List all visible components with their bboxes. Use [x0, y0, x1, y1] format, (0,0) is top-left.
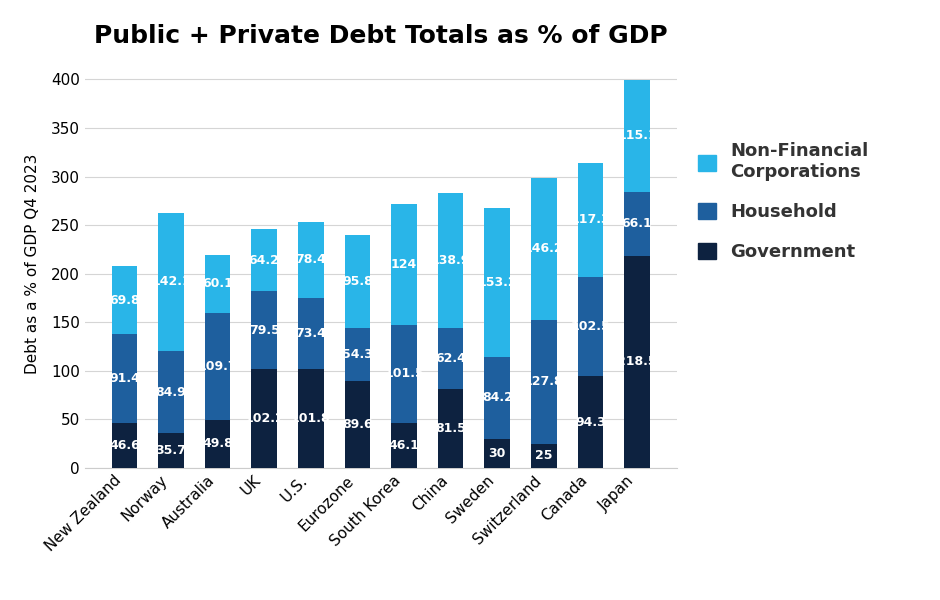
Bar	[251, 369, 277, 468]
Bar	[578, 277, 603, 376]
Text: 30: 30	[489, 447, 506, 460]
Bar	[298, 369, 323, 468]
Text: 146.2: 146.2	[524, 242, 564, 255]
Text: 117.3: 117.3	[571, 214, 610, 226]
Bar	[624, 191, 650, 256]
Bar	[484, 357, 510, 439]
Bar	[298, 298, 323, 369]
Bar	[112, 266, 137, 334]
Bar	[345, 328, 370, 381]
Bar	[624, 80, 650, 191]
Text: 54.3: 54.3	[342, 348, 373, 361]
Text: 84.9: 84.9	[156, 386, 186, 398]
Text: 101.8: 101.8	[291, 412, 331, 425]
Text: 25: 25	[535, 449, 553, 463]
Text: 142.1: 142.1	[151, 275, 191, 289]
Text: 35.7: 35.7	[155, 444, 186, 457]
Bar	[205, 419, 230, 468]
Bar	[531, 178, 556, 320]
Text: 127.8: 127.8	[524, 375, 564, 388]
Text: 91.4: 91.4	[109, 372, 140, 385]
Text: 218.5: 218.5	[618, 355, 657, 368]
Text: 79.5: 79.5	[249, 323, 279, 337]
Text: 102.2: 102.2	[244, 412, 284, 425]
Legend: Non-Financial
Corporations, Household, Government: Non-Financial Corporations, Household, G…	[697, 142, 869, 261]
Bar	[438, 389, 463, 468]
Text: 64.2: 64.2	[249, 254, 279, 267]
Text: 46.6: 46.6	[109, 439, 140, 452]
Text: 81.5: 81.5	[435, 422, 466, 435]
Text: 60.1: 60.1	[202, 277, 233, 290]
Text: 115.1: 115.1	[618, 129, 657, 142]
Bar	[205, 254, 230, 313]
Bar	[391, 325, 416, 423]
Bar	[578, 376, 603, 468]
Bar	[251, 229, 277, 292]
Text: 84.2: 84.2	[482, 391, 512, 404]
Bar	[345, 235, 370, 328]
Bar	[205, 313, 230, 419]
Y-axis label: Debt as a % of GDP Q4 2023: Debt as a % of GDP Q4 2023	[24, 154, 39, 374]
Bar	[391, 204, 416, 325]
Bar	[531, 320, 556, 444]
Bar	[438, 328, 463, 389]
Text: 102.5: 102.5	[571, 320, 610, 333]
Text: 66.1: 66.1	[621, 217, 652, 230]
Bar	[345, 381, 370, 468]
Text: 124: 124	[391, 258, 417, 271]
Bar	[298, 221, 323, 298]
Bar	[438, 193, 463, 328]
Bar	[112, 423, 137, 468]
Bar	[391, 423, 416, 468]
Bar	[158, 433, 183, 468]
Bar	[158, 213, 183, 351]
Text: 46.1: 46.1	[388, 439, 419, 452]
Bar	[624, 256, 650, 468]
Text: 73.4: 73.4	[295, 327, 326, 340]
Text: 95.8: 95.8	[342, 275, 373, 288]
Bar	[578, 163, 603, 277]
Text: 101.5: 101.5	[384, 367, 424, 380]
Text: 153.2: 153.2	[478, 276, 517, 289]
Bar	[158, 351, 183, 433]
Bar	[531, 444, 556, 468]
Text: 62.4: 62.4	[435, 352, 466, 365]
Bar	[484, 208, 510, 357]
Text: 94.3: 94.3	[575, 416, 605, 428]
Text: 69.8: 69.8	[109, 293, 140, 307]
Bar	[251, 292, 277, 369]
Text: 89.6: 89.6	[342, 418, 372, 431]
Bar	[112, 334, 137, 423]
Title: Public + Private Debt Totals as % of GDP: Public + Private Debt Totals as % of GDP	[94, 25, 667, 49]
Text: 78.4: 78.4	[295, 253, 326, 266]
Text: 49.8: 49.8	[202, 437, 233, 451]
Bar	[484, 439, 510, 468]
Text: 138.9: 138.9	[431, 254, 470, 267]
Text: 109.7: 109.7	[197, 360, 238, 373]
